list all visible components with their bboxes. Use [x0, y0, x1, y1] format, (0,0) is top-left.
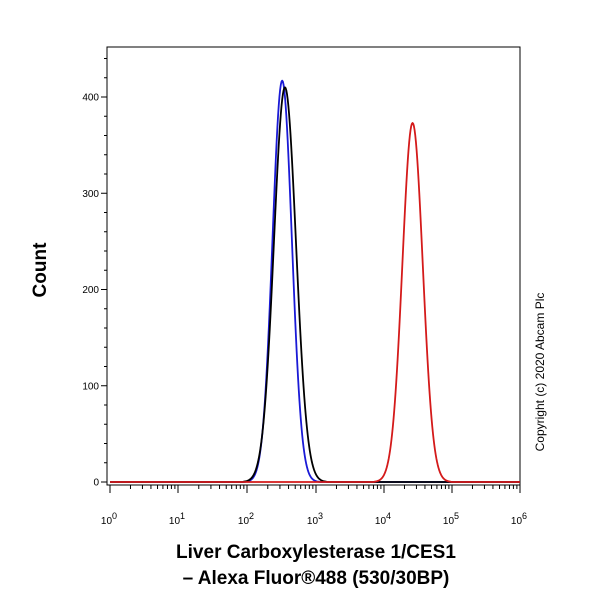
- y-tick-label: 100: [82, 381, 99, 392]
- x-axis-title-line-2: – Alexa Fluor®488 (530/30BP): [183, 568, 450, 589]
- y-axis-title: Count: [30, 242, 51, 298]
- copyright-annotation: Copyright (c) 2020 Abcam Plc: [533, 293, 547, 452]
- x-tick-label: 104: [375, 511, 391, 527]
- series-curve-2: [109, 86, 521, 483]
- series-curve-1: [109, 79, 521, 483]
- x-tick-label: 102: [238, 511, 254, 527]
- y-tick-label: 400: [82, 93, 99, 104]
- y-tick-label: 0: [93, 478, 99, 489]
- series-layer: [109, 79, 521, 483]
- x-tick-label: 105: [443, 511, 459, 527]
- y-tick-label: 300: [82, 189, 99, 200]
- x-tick-label: 106: [511, 511, 527, 527]
- y-axis-ticks: 0 100 200 300 400: [82, 58, 107, 489]
- x-tick-label: 103: [307, 511, 323, 527]
- x-tick-label: 101: [169, 511, 185, 527]
- y-tick-label: 200: [82, 285, 99, 296]
- series-curve-3: [109, 122, 521, 483]
- x-tick-label: 100: [101, 511, 117, 527]
- plot-frame: [106, 46, 521, 486]
- x-axis-title-line-1: Liver Carboxylesterase 1/CES1: [176, 542, 456, 563]
- x-axis-ticks: 100 101 102 103 104 105 106: [101, 485, 527, 527]
